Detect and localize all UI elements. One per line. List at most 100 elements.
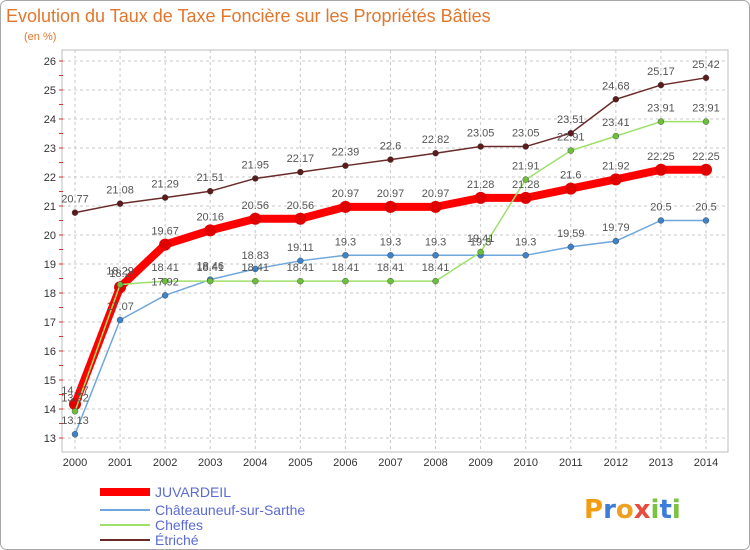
data-point [702, 74, 710, 82]
data-point [702, 217, 710, 224]
data-label: 18.41 [242, 262, 270, 274]
x-tick-label: 2014 [694, 457, 718, 469]
y-tick-label: 21 [44, 201, 56, 213]
logo-letter: o [616, 495, 634, 525]
data-point [342, 252, 349, 259]
data-point [252, 265, 259, 273]
data-point [429, 200, 442, 213]
y-tick-label: 17 [44, 317, 56, 329]
data-label: 21.92 [602, 160, 630, 172]
data-point [477, 143, 484, 150]
data-label: 22.25 [692, 151, 720, 163]
data-label: 21.28 [467, 179, 495, 191]
data-point [342, 162, 349, 169]
data-label: 19.3 [380, 236, 401, 248]
legend-label: Châteauneuf-sur-Sarthe [155, 502, 305, 518]
y-tick-label: 18 [44, 288, 56, 300]
data-point [522, 176, 529, 183]
data-point [116, 200, 124, 207]
data-label: 17.07 [106, 301, 134, 313]
x-tick-label: 2002 [153, 457, 177, 469]
x-tick-label: 2006 [333, 457, 357, 469]
data-point [612, 96, 620, 103]
data-label: 14.17 [61, 385, 89, 397]
y-tick-label: 15 [44, 375, 56, 387]
data-point [252, 277, 259, 285]
chart-title: Evolution du Taux de Taxe Foncière sur l… [6, 6, 491, 26]
data-label: 18.41 [332, 262, 360, 274]
x-tick-label: 2004 [243, 457, 267, 469]
y-tick-label: 26 [44, 56, 56, 68]
data-label: 13.92 [61, 392, 89, 404]
data-point [71, 408, 79, 415]
data-point [657, 217, 665, 224]
data-point [71, 431, 79, 438]
data-label: 19.67 [151, 226, 179, 238]
data-point [522, 252, 529, 259]
data-point [161, 277, 169, 285]
data-label: 23.91 [692, 103, 720, 115]
data-label: 20.5 [695, 202, 716, 214]
y-tick-label: 20 [44, 230, 56, 242]
x-tick-label: 2005 [288, 457, 312, 469]
data-label: 21.08 [106, 185, 134, 197]
data-point [702, 118, 710, 125]
data-point [612, 132, 620, 140]
data-label: 21.95 [242, 159, 270, 171]
data-label: 20.97 [377, 188, 405, 200]
data-point [612, 237, 620, 245]
legend: JUVARDEIL Châteauneuf-sur-Sarthe Cheffes… [100, 484, 305, 548]
data-label: 21.91 [512, 161, 540, 173]
y-tick-label: 25 [44, 85, 56, 97]
data-point [474, 191, 487, 204]
data-label: 19.3 [425, 236, 446, 248]
y-tick-label: 14 [44, 404, 56, 416]
data-point [432, 277, 439, 285]
data-point [387, 252, 394, 259]
data-label: 21.29 [151, 179, 179, 191]
data-point [161, 292, 169, 299]
data-label: 21.28 [512, 179, 540, 191]
data-label: 23.05 [512, 128, 540, 140]
x-tick-label: 2009 [468, 457, 492, 469]
x-tick-label: 2008 [423, 457, 447, 469]
data-label: 18.41 [287, 262, 315, 274]
data-label: 20.97 [422, 188, 450, 200]
data-label: 18.41 [377, 262, 405, 274]
data-label: 20.16 [196, 211, 224, 223]
data-point [204, 224, 217, 237]
y-tick-label: 24 [44, 114, 56, 126]
data-label: 22.6 [380, 141, 401, 153]
data-label: 21.6 [560, 170, 581, 182]
data-point [294, 212, 307, 225]
data-point [657, 118, 665, 125]
data-label: 19.3 [515, 236, 536, 248]
data-label: 18.41 [151, 262, 179, 274]
legend-item-etriche: Étriché [100, 532, 199, 548]
data-label: 22.17 [287, 153, 315, 165]
data-point [567, 147, 574, 154]
logo-letter: x [634, 495, 651, 525]
data-point [609, 173, 622, 186]
data-point [522, 143, 529, 150]
legend-item-chateauneuf-sur-sarthe: Châteauneuf-sur-Sarthe [100, 502, 305, 518]
logo-letter: i [672, 495, 681, 525]
data-point [342, 277, 349, 285]
data-label: 13.13 [61, 415, 89, 427]
proxiti-logo: Proxiti [584, 495, 681, 525]
data-point [297, 257, 304, 265]
data-label: 19.3 [470, 236, 491, 248]
data-label: 18.29 [106, 266, 134, 278]
data-point [161, 194, 169, 201]
data-label: 18.41 [422, 262, 450, 274]
data-label: 18.83 [242, 250, 270, 262]
data-point [159, 238, 172, 251]
data-point [654, 163, 667, 176]
x-tick-label: 2011 [559, 457, 583, 469]
data-label: 23.41 [602, 117, 630, 129]
data-point [519, 191, 532, 204]
chart-subtitle: (en %) [24, 31, 56, 43]
data-label: 19.41 [467, 233, 495, 245]
data-labels: 14.17 18.2 19.67 20.16 20.56 20.56 20.97 20.97 2… [61, 59, 720, 427]
